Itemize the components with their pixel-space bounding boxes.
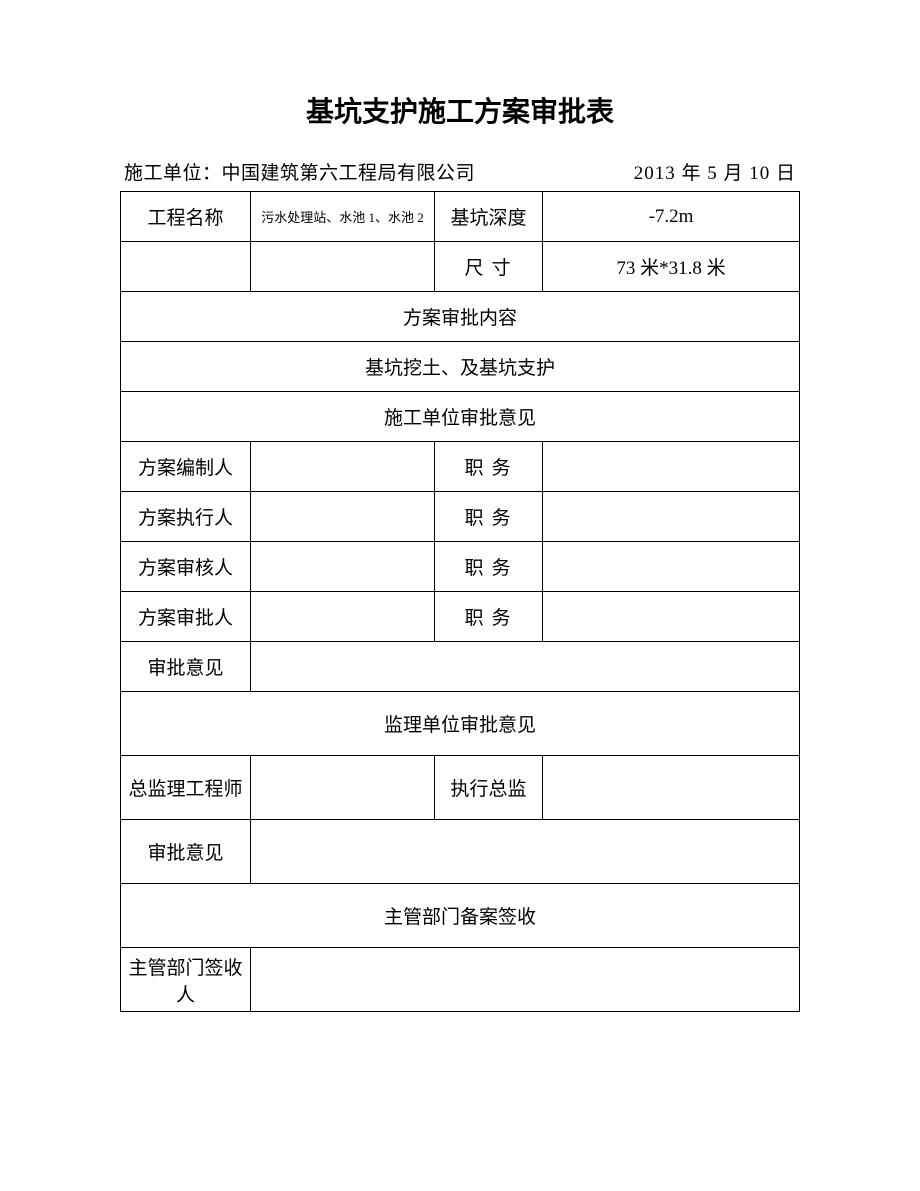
empty-cell xyxy=(251,756,435,820)
table-row: 尺寸 73 米*31.8 米 xyxy=(121,242,800,292)
position-label: 职务 xyxy=(435,492,543,542)
project-name-value: 污水处理站、水池 1、水池 2 xyxy=(251,192,435,242)
table-row: 方案审核人 职务 xyxy=(121,542,800,592)
project-name-label: 工程名称 xyxy=(121,192,251,242)
empty-cell xyxy=(251,592,435,642)
plan-approver-label: 方案审批人 xyxy=(121,592,251,642)
table-row: 主管部门签收人 xyxy=(121,948,800,1012)
empty-cell xyxy=(543,492,800,542)
size-value: 73 米*31.8 米 xyxy=(543,242,800,292)
empty-cell xyxy=(251,542,435,592)
document-date: 2013 年 5 月 10 日 xyxy=(634,158,796,185)
approval-opinion-label-2: 审批意见 xyxy=(121,820,251,884)
empty-cell xyxy=(251,492,435,542)
empty-cell xyxy=(251,642,800,692)
construction-unit: 施工单位：中国建筑第六工程局有限公司 xyxy=(124,158,475,185)
empty-cell xyxy=(251,820,800,884)
position-label: 职务 xyxy=(435,442,543,492)
empty-cell xyxy=(543,442,800,492)
empty-cell xyxy=(543,592,800,642)
table-row: 基坑挖土、及基坑支护 xyxy=(121,342,800,392)
table-row: 总监理工程师 执行总监 xyxy=(121,756,800,820)
header-row: 施工单位：中国建筑第六工程局有限公司 2013 年 5 月 10 日 xyxy=(120,158,800,185)
table-row: 方案审批人 职务 xyxy=(121,592,800,642)
empty-cell xyxy=(543,542,800,592)
supervision-unit-header: 监理单位审批意见 xyxy=(121,692,800,756)
table-row: 审批意见 xyxy=(121,642,800,692)
empty-cell xyxy=(251,242,435,292)
table-row: 方案审批内容 xyxy=(121,292,800,342)
depth-value: -7.2m xyxy=(543,192,800,242)
unit-label: 施工单位： xyxy=(124,163,222,184)
approval-table: 工程名称 污水处理站、水池 1、水池 2 基坑深度 -7.2m 尺寸 73 米*… xyxy=(120,191,800,1012)
approval-content-header: 方案审批内容 xyxy=(121,292,800,342)
depth-label: 基坑深度 xyxy=(435,192,543,242)
chief-supervisor-label: 总监理工程师 xyxy=(121,756,251,820)
table-row: 工程名称 污水处理站、水池 1、水池 2 基坑深度 -7.2m xyxy=(121,192,800,242)
page-title: 基坑支护施工方案审批表 xyxy=(120,90,800,130)
dept-filing-header: 主管部门备案签收 xyxy=(121,884,800,948)
dept-signatory-label: 主管部门签收人 xyxy=(121,948,251,1012)
position-label: 职务 xyxy=(435,542,543,592)
table-row: 方案编制人 职务 xyxy=(121,442,800,492)
table-row: 施工单位审批意见 xyxy=(121,392,800,442)
empty-cell xyxy=(251,948,800,1012)
approval-content-value: 基坑挖土、及基坑支护 xyxy=(121,342,800,392)
approval-opinion-label: 审批意见 xyxy=(121,642,251,692)
position-label: 职务 xyxy=(435,592,543,642)
plan-executor-label: 方案执行人 xyxy=(121,492,251,542)
table-row: 监理单位审批意见 xyxy=(121,692,800,756)
size-label: 尺寸 xyxy=(435,242,543,292)
table-row: 方案执行人 职务 xyxy=(121,492,800,542)
construction-unit-header: 施工单位审批意见 xyxy=(121,392,800,442)
unit-value: 中国建筑第六工程局有限公司 xyxy=(222,163,476,184)
table-row: 审批意见 xyxy=(121,820,800,884)
empty-cell xyxy=(121,242,251,292)
empty-cell xyxy=(251,442,435,492)
empty-cell xyxy=(543,756,800,820)
exec-director-label: 执行总监 xyxy=(435,756,543,820)
plan-reviewer-label: 方案审核人 xyxy=(121,542,251,592)
table-row: 主管部门备案签收 xyxy=(121,884,800,948)
plan-compiler-label: 方案编制人 xyxy=(121,442,251,492)
